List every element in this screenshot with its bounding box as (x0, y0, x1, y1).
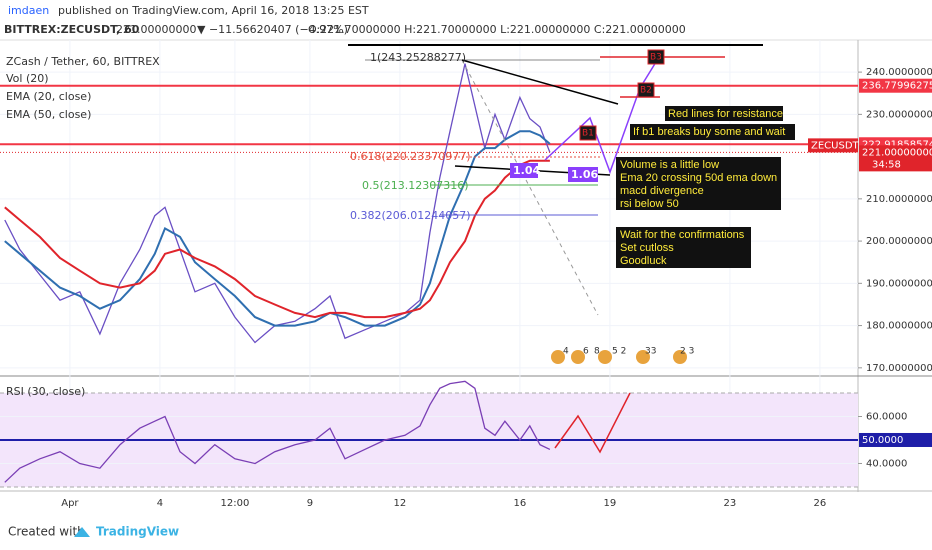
symbol: BITTREX:ZECUSDT, 60 (4, 23, 140, 36)
y-tick-label: 240.00000000 (866, 67, 932, 78)
note: Red lines for resistance (668, 108, 783, 120)
x-tick-label: 16 (514, 498, 527, 509)
x-tick-label: 23 (724, 498, 737, 509)
level-label: 222.91858574 (862, 139, 932, 150)
x-tick-label: 12 (394, 498, 407, 509)
legend-ema20: EMA (20, close) (6, 90, 91, 103)
event-count: 8 (594, 347, 600, 357)
fib-label: 0.5(213.12307316) (362, 179, 469, 192)
ohlc: O:221.70000000 H:221.70000000 L:221.0000… (308, 23, 686, 36)
series-line (4, 130, 551, 327)
legend-title: ZCash / Tether, 60, BITTREX (6, 55, 160, 68)
y-tick-label: 40.0000 (866, 458, 907, 469)
author[interactable]: imdaen (8, 4, 49, 17)
wave-label: 1.06 (571, 168, 598, 181)
legend-vol: Vol (20) (6, 72, 49, 85)
y-tick-label: 200.00000000 (866, 236, 932, 247)
drawings (348, 44, 795, 454)
y-tick-label: 180.00000000 (866, 321, 932, 332)
x-tick-label: 19 (604, 498, 617, 509)
event-count: 4 (563, 347, 569, 357)
event-count: 2 3 (680, 347, 694, 357)
event-count: 33 (645, 347, 656, 357)
y-tick-label: 210.00000000 (866, 194, 932, 205)
note: rsi below 50 (620, 198, 679, 210)
last: 221.00000000 (116, 23, 196, 36)
footer-brand[interactable]: TradingView (96, 525, 179, 539)
level-label: 50.0000 (862, 435, 903, 446)
published: published on TradingView.com, April 16, … (58, 4, 369, 17)
x-tick-label: 4 (157, 498, 163, 509)
x-tick-label: Apr (61, 498, 79, 509)
fib-label: 1(243.25288277) (370, 51, 466, 64)
note: Ema 20 crossing 50d ema down (620, 172, 777, 184)
series-line (4, 63, 551, 344)
footer-created: Created with (8, 525, 85, 539)
x-tick-label: 12:00 (220, 498, 249, 509)
last-price-label: 221.00000000 (862, 147, 932, 158)
level-tag (859, 432, 932, 447)
pane (0, 63, 858, 369)
note: Set cutloss (620, 242, 674, 254)
level-tag (859, 78, 932, 93)
logo (74, 527, 90, 537)
change: ▼ −11.56620407 (−4.97%) (197, 23, 348, 36)
level-label: 236.77996275 (862, 81, 932, 92)
box-label: B2 (640, 86, 652, 96)
y-tick-label: 170.00000000 (866, 363, 932, 374)
countdown: 34:58 (872, 159, 901, 170)
x-tick-label: 26 (814, 498, 827, 509)
y-tick-label: 190.00000000 (866, 278, 932, 289)
note: Volume is a little low (620, 159, 719, 171)
note: Goodluck (620, 255, 667, 267)
event-icons[interactable] (551, 350, 687, 364)
x-tick-label: 9 (307, 498, 313, 509)
event-count: 5 2 (612, 347, 626, 357)
series-line (4, 380, 551, 483)
plot: Apr 4 12:00 9 12 16 19 23 26 170.00000000 180.0000… (0, 40, 932, 509)
note: If b1 breaks buy some and wait (633, 126, 785, 138)
fib-label: 0.618(220.23370977) (350, 150, 471, 163)
fib-label: 0.382(206.01244057) (350, 209, 471, 222)
note: macd divergence (620, 185, 704, 197)
note: Wait for the confirmations (620, 229, 745, 241)
box-label: B3 (650, 53, 662, 63)
last-price-tag (859, 145, 932, 172)
symbol-tag (808, 138, 858, 153)
y-tick-label: 230.00000000 (866, 109, 932, 120)
symbol-tag-label: ZECUSDT (811, 140, 860, 151)
pane (0, 380, 858, 488)
box-label: B1 (582, 129, 594, 139)
legend-ema50: EMA (50, close) (6, 108, 91, 121)
event-count: 6 (583, 347, 589, 357)
wave-label: 1.04 (513, 164, 540, 177)
legend-rsi: RSI (30, close) (6, 385, 85, 398)
series-line (4, 159, 550, 319)
y-tick-label: 60.0000 (866, 412, 907, 423)
